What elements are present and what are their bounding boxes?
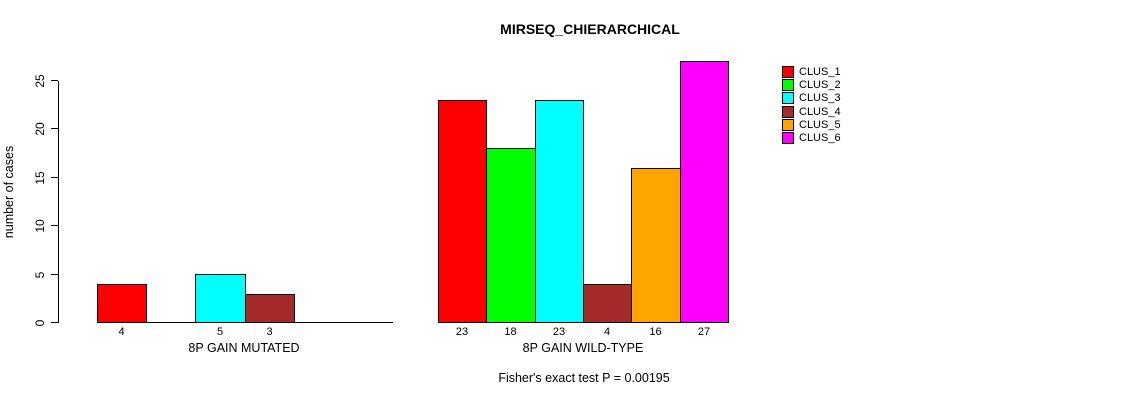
legend-label-clus_1: CLUS_1 [799,66,841,78]
y-axis-tick-label: 10 [33,219,47,233]
y-axis-tick [51,225,58,226]
chart-title: MIRSEQ_CHIERARCHICAL [500,21,680,37]
bar-clus_1 [97,284,147,323]
y-axis-tick-label: 0 [33,319,47,327]
legend-label-clus_5: CLUS_5 [799,119,841,131]
legend-label-clus_4: CLUS_4 [799,106,841,118]
bar-value-label: 27 [697,326,711,338]
legend-swatch-clus_3 [782,92,794,104]
y-axis-tick-label: 5 [33,271,47,279]
y-axis-tick [51,274,58,275]
legend-swatch-clus_6 [782,132,794,144]
bar-value-label: 4 [603,326,611,338]
bar-clus_4 [245,294,295,323]
legend-swatch-clus_4 [782,106,794,118]
legend-label-clus_6: CLUS_6 [799,132,841,144]
bar-clus_5 [631,168,681,323]
bar-clus_3 [195,274,246,323]
legend-label-clus_3: CLUS_3 [799,92,841,104]
bar-clus_4 [583,284,632,323]
x-axis-group-label-wild-type: 8P GAIN WILD-TYPE [522,341,644,355]
bar-clus_2 [486,148,536,323]
bar-clus_6 [680,61,729,323]
y-axis-tick-label: 15 [33,171,47,185]
y-axis-tick [51,177,58,178]
bar-value-label: 5 [216,326,224,338]
bar-clus_1 [438,100,487,323]
legend-swatch-clus_5 [782,119,794,131]
bar-value-label: 4 [118,326,125,338]
bar-value-label: 23 [455,326,469,338]
legend-swatch-clus_1 [782,66,794,78]
y-axis-tick-label: 25 [33,74,47,88]
y-axis-tick-label: 20 [33,122,47,136]
y-axis-label: number of cases [2,145,16,239]
bar-value-label: 3 [266,326,273,338]
legend-swatch-clus_2 [782,79,794,91]
bar-clus_3 [535,100,584,323]
bar-value-label: 18 [504,326,517,338]
legend-label-clus_2: CLUS_2 [799,79,841,91]
bar-value-label: 16 [649,326,662,338]
y-axis-tick [51,322,58,323]
fisher-test-annotation: Fisher's exact test P = 0.00195 [498,371,670,385]
y-axis-tick [51,128,58,129]
x-axis-group-label-mutated: 8P GAIN MUTATED [188,341,300,355]
y-axis-tick [51,80,58,81]
y-axis-line [58,81,59,323]
bar-value-label: 23 [552,326,566,338]
